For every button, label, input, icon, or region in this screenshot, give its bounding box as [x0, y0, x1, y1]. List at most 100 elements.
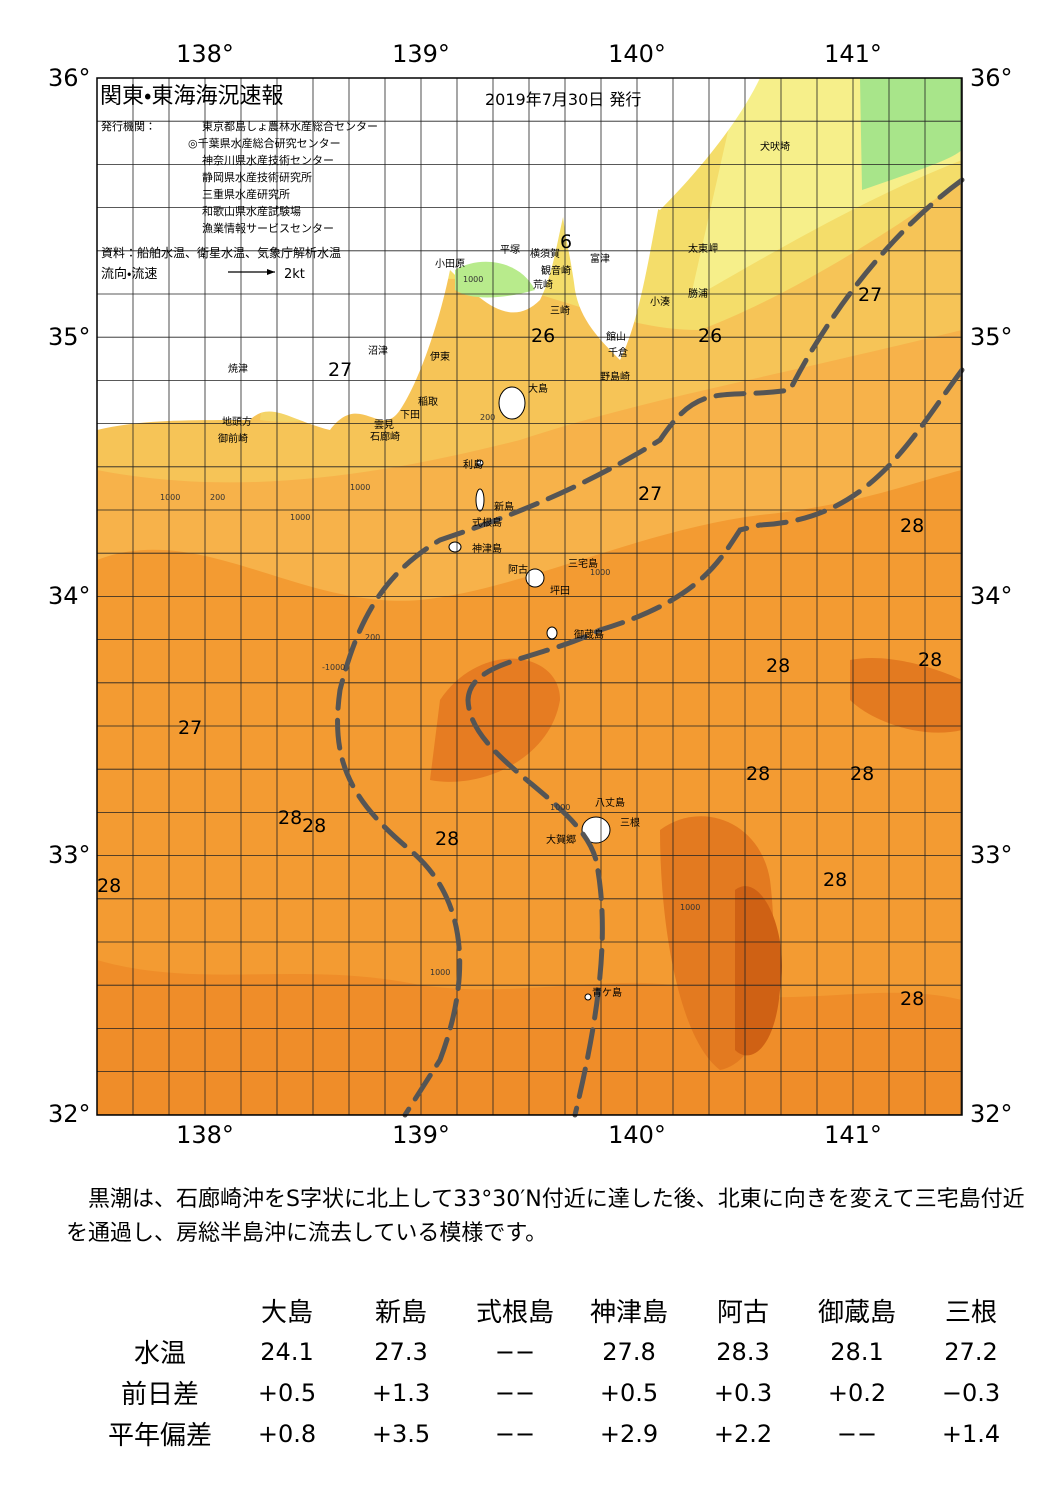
column-header: 大島	[260, 1298, 313, 1328]
temperature-label: 27	[858, 284, 882, 306]
depth-label: 200	[210, 493, 225, 502]
temperature-label: 28	[850, 763, 874, 785]
column-header: 神津島	[589, 1298, 668, 1328]
issue-date: 2019年7月30日 発行	[485, 90, 641, 109]
depth-label: 1000	[350, 483, 370, 492]
table-row: 前日差 +0.5 +1.3 −− +0.5 +0.3 +0.2 −0.3	[90, 1372, 1028, 1413]
map: 関東・東海海況速報 2019年7月30日 発行 発行機関： 資料：船舶水温、衛星…	[48, 40, 1013, 1149]
table-cell: +2.9	[599, 1419, 659, 1448]
place-label: 荒崎	[533, 278, 553, 291]
place-label: 阿古	[508, 563, 528, 576]
source: 資料：船舶水温、衛星水温、気象庁解析水温	[101, 245, 341, 260]
table-cell: 28.1	[830, 1337, 884, 1366]
place-label: 八丈島	[595, 796, 625, 809]
lat-label: 32°	[48, 1100, 91, 1128]
column-header: 三根	[944, 1298, 997, 1328]
place-label: 犬吠埼	[760, 140, 790, 153]
issuer: ◎千葉県水産総合研究センター	[188, 136, 341, 150]
place-label: 青ケ島	[592, 986, 622, 999]
place-label: 富津	[590, 252, 610, 265]
place-label: 三宅島	[568, 557, 598, 570]
depth-label: 1000	[290, 513, 310, 522]
table-cell: +0.5	[599, 1378, 659, 1407]
lat-label: 32°	[970, 1100, 1013, 1128]
lon-label: 138°	[176, 1121, 234, 1149]
data-table: 大島 新島 式根島 神津島 阿古 御蔵島 三根 水温 24.1 27.3 −− 27.8 28.3 28.…	[90, 1290, 1028, 1454]
temperature-label: 28	[918, 649, 942, 671]
place-label: 石廊崎	[370, 430, 400, 443]
temperature-label: 26	[531, 325, 555, 347]
lon-label: 138°	[176, 40, 234, 68]
lon-label: 139°	[392, 40, 450, 68]
table-cell: −0.3	[941, 1378, 1001, 1407]
lat-label: 36°	[970, 64, 1013, 92]
depth-label: 1000	[590, 568, 610, 577]
place-label: 野島崎	[600, 370, 630, 383]
table-cell: +3.5	[371, 1419, 431, 1448]
place-label: 平塚	[500, 244, 520, 256]
depth-label: -1000	[322, 663, 345, 672]
table-cell: +1.3	[371, 1378, 431, 1407]
place-label: 館山	[606, 330, 626, 343]
place-label: 伊東	[430, 350, 450, 363]
place-label: 利島	[463, 458, 483, 471]
depth-label: 1000	[550, 803, 570, 812]
place-label: 観音崎	[541, 264, 571, 277]
place-label: 御前崎	[218, 432, 248, 445]
depth-label: 1000	[680, 903, 700, 912]
place-label: 沼津	[368, 344, 388, 357]
table-cell: 27.8	[602, 1337, 656, 1366]
place-label: 小田原	[435, 258, 465, 270]
legend-speed: 2kt	[284, 267, 305, 282]
lat-label: 35°	[48, 323, 91, 351]
table-cell: −−	[494, 1378, 536, 1407]
table-row: 平年偏差 +0.8 +3.5 −− +2.9 +2.2 −− +1.4	[90, 1413, 1028, 1454]
table-cell: −−	[494, 1419, 536, 1448]
temperature-label: 28	[766, 655, 790, 677]
table-cell: 27.3	[374, 1337, 428, 1366]
place-label: 勝浦	[688, 287, 708, 300]
issuer: 神奈川県水産技術センター	[202, 153, 334, 167]
lon-label: 141°	[824, 1121, 882, 1149]
place-label: 太東岬	[688, 242, 718, 255]
place-label: 下田	[400, 410, 420, 421]
place-label: 焼津	[228, 363, 248, 375]
table-cell: +0.3	[713, 1378, 773, 1407]
temperature-label: 28	[746, 763, 770, 785]
temperature-label: 28	[435, 828, 459, 850]
depth-label: 200	[365, 633, 380, 642]
depth-label: 200	[480, 413, 495, 422]
column-header: 式根島	[475, 1298, 554, 1328]
depth-label: 1000	[463, 275, 483, 284]
issuer: 和歌山県水産試験場	[202, 204, 301, 218]
temperature-label: 26	[698, 325, 722, 347]
legend-label: 流向・流速	[101, 266, 157, 282]
place-label: 大島	[528, 382, 548, 395]
lat-label: 34°	[48, 582, 91, 610]
issuer: 東京都島しょ農林水産総合センター	[202, 119, 378, 133]
table-cell: +0.5	[257, 1378, 317, 1407]
place-label: 横須賀	[530, 247, 560, 260]
place-label: 稲取	[418, 396, 438, 408]
lat-label: 36°	[48, 64, 91, 92]
temperature-label: 27	[328, 359, 352, 381]
lon-label: 141°	[824, 40, 882, 68]
temperature-label: 28	[823, 869, 847, 891]
column-header: 新島	[374, 1298, 427, 1328]
place-label: 式根島	[472, 516, 502, 529]
row-label: 水温	[133, 1339, 186, 1369]
temperature-label: 28	[278, 807, 302, 829]
table-cell: 24.1	[260, 1337, 314, 1366]
lon-label: 140°	[608, 40, 666, 68]
place-label: 神津島	[472, 542, 502, 555]
table-cell: +0.8	[257, 1419, 317, 1448]
table-cell: +2.2	[713, 1419, 773, 1448]
issuer: 静岡県水産技術研究所	[202, 170, 312, 184]
table-cell: 27.2	[944, 1337, 998, 1366]
temperature-label: 27	[178, 717, 202, 739]
table-cell: 28.3	[716, 1337, 770, 1366]
lat-label: 34°	[970, 582, 1013, 610]
issuer-label: 発行機関：	[101, 119, 156, 133]
map-title: 関東・東海海況速報	[100, 84, 283, 109]
